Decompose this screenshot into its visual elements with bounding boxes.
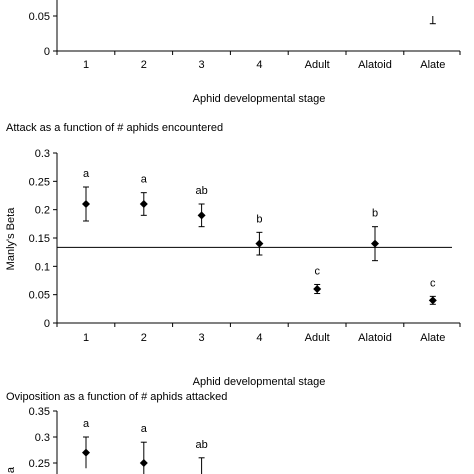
- middle-y-tick-label: 0.15: [29, 233, 50, 245]
- bottom-chart-title: Oviposition as a function of # aphids at…: [6, 391, 227, 403]
- middle-data-point: [255, 239, 264, 248]
- middle-x-tick-label: Adult: [305, 332, 330, 344]
- top-chart-panel: 0 0.05 1 2 3 4 Adult Alatoid Alate: [29, 0, 461, 71]
- middle-data-point: [139, 200, 148, 208]
- middle-x-tick-label: Alate: [420, 332, 445, 344]
- bottom-y-axis-label: a: [5, 466, 17, 473]
- middle-y-tick-label: 0.05: [29, 290, 50, 302]
- middle-x-tick-label: 3: [199, 332, 205, 344]
- bottom-significance-letter: a: [83, 418, 90, 430]
- middle-y-tick-label: 0.25: [29, 176, 50, 188]
- bottom-data-point: [82, 448, 90, 457]
- middle-y-axis-label: Manly's Beta: [5, 207, 17, 271]
- middle-x-axis-label: Aphid developmental stage: [193, 376, 326, 388]
- bottom-chart-panel: 0.25 0.3 0.35 a a ab: [29, 406, 208, 474]
- middle-data-point: [82, 200, 90, 208]
- middle-y-tick-label: 0.1: [35, 261, 50, 273]
- bottom-y-tick-label: 0.25: [29, 458, 50, 470]
- middle-significance-letter: a: [141, 174, 148, 186]
- top-y-tick-label: 0.05: [29, 11, 50, 23]
- top-x-axis-label: Aphid developmental stage: [193, 93, 326, 105]
- bottom-y-tick-label: 0.3: [35, 432, 50, 444]
- bottom-y-tick-label: 0.35: [29, 406, 50, 418]
- middle-y-tick-label: 0: [44, 318, 50, 330]
- bottom-significance-letter: ab: [195, 439, 207, 451]
- top-x-tick-label: Adult: [305, 59, 330, 71]
- middle-significance-letter: a: [83, 168, 90, 180]
- top-x-tick-label: 1: [83, 59, 89, 71]
- middle-chart-title: Attack as a function of # aphids encount…: [6, 122, 223, 134]
- middle-y-tick-label: 0.3: [35, 148, 50, 160]
- middle-x-tick-label: Alatoid: [358, 332, 392, 344]
- middle-significance-letter: b: [256, 213, 262, 225]
- top-x-tick-label: 2: [141, 59, 147, 71]
- middle-chart-panel: 0 0.05 0.1 0.15 0.2 0.25 0.3 1 2 3 4 Adult Alatoid Al…: [29, 148, 461, 344]
- bottom-significance-letter: a: [141, 423, 148, 435]
- middle-significance-letter: c: [430, 277, 436, 289]
- middle-x-tick-label: 2: [141, 332, 147, 344]
- top-x-tick-label: Alatoid: [358, 59, 392, 71]
- top-x-tick-label: Alate: [420, 59, 445, 71]
- middle-data-point: [428, 296, 437, 305]
- middle-data-point: [313, 285, 322, 293]
- middle-significance-letter: b: [372, 208, 378, 220]
- middle-x-tick-label: 1: [83, 332, 89, 344]
- bottom-data-point: [139, 459, 148, 467]
- middle-y-tick-label: 0.2: [35, 205, 50, 217]
- top-x-tick-label: 3: [199, 59, 205, 71]
- middle-x-tick-label: 4: [256, 332, 262, 344]
- middle-data-point: [371, 239, 379, 248]
- top-x-tick-label: 4: [256, 59, 262, 71]
- middle-significance-letter: ab: [195, 185, 207, 197]
- middle-significance-letter: c: [314, 265, 320, 277]
- middle-data-point: [197, 211, 206, 220]
- top-y-tick-label: 0: [44, 46, 50, 58]
